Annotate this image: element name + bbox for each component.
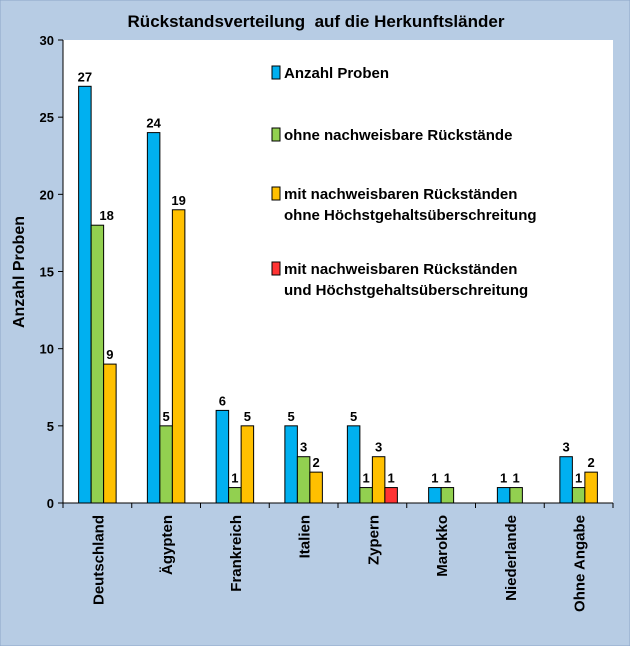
x-tick-labels: Deutschland Ägypten Frankreich Italien Zyper… bbox=[90, 515, 588, 612]
legend-label: ohne Höchstgehaltsüberschreitung bbox=[284, 207, 537, 224]
y-axis-label: Anzahl Proben bbox=[11, 216, 28, 328]
legend-swatch bbox=[271, 127, 281, 142]
x-tick-label: Italien bbox=[297, 515, 314, 558]
data-label: 1 bbox=[388, 471, 395, 486]
data-label: 6 bbox=[219, 393, 226, 408]
legend-item: ohne nachweisbare Rückstände bbox=[271, 127, 512, 144]
data-label: 9 bbox=[106, 347, 113, 362]
bar bbox=[284, 425, 298, 504]
bar bbox=[509, 487, 523, 504]
data-label: 5 bbox=[350, 409, 357, 424]
data-label: 5 bbox=[288, 409, 295, 424]
data-label: 5 bbox=[244, 409, 251, 424]
data-label: 3 bbox=[375, 440, 382, 455]
bar bbox=[159, 425, 173, 504]
bar bbox=[90, 224, 105, 504]
data-label: 19 bbox=[171, 193, 185, 208]
data-label: 18 bbox=[99, 208, 113, 223]
bar bbox=[440, 487, 455, 504]
legend-swatch bbox=[271, 65, 281, 80]
bar bbox=[103, 363, 117, 504]
bar bbox=[228, 487, 242, 504]
y-tick-label: 10 bbox=[40, 342, 54, 357]
chart-title: Rückstandsverteilung auf die Herkunftslä… bbox=[128, 12, 505, 31]
bar bbox=[584, 471, 598, 504]
data-label: 1 bbox=[513, 471, 520, 486]
bar bbox=[296, 456, 311, 504]
y-tick-label: 0 bbox=[47, 496, 54, 511]
legend-swatch bbox=[271, 261, 281, 276]
y-tick-label: 15 bbox=[40, 265, 54, 280]
data-label: 2 bbox=[588, 455, 595, 470]
legend-item: Anzahl Proben bbox=[271, 65, 389, 82]
data-label: 1 bbox=[363, 471, 370, 486]
legend-item: mit nachweisbaren Rückständen ohne Höchst… bbox=[271, 186, 537, 224]
x-tick-label: Ohne Angabe bbox=[572, 515, 589, 612]
y-tick-label: 5 bbox=[47, 419, 54, 434]
bar bbox=[559, 456, 573, 504]
legend: Anzahl Proben ohne nachweisbare Rückständ… bbox=[271, 65, 537, 299]
data-label: 1 bbox=[500, 471, 507, 486]
data-label: 5 bbox=[163, 409, 170, 424]
x-tick-label: Deutschland bbox=[90, 515, 107, 605]
legend-label: Anzahl Proben bbox=[284, 65, 389, 82]
data-label: 1 bbox=[575, 471, 582, 486]
legend-label: mit nachweisbaren Rückständen bbox=[284, 261, 517, 278]
bar bbox=[309, 471, 323, 504]
y-tick-label: 30 bbox=[40, 33, 54, 48]
bar bbox=[571, 487, 586, 504]
data-label: 1 bbox=[231, 471, 238, 486]
bar bbox=[240, 425, 255, 504]
bar bbox=[215, 409, 230, 504]
x-tick-label: Niederlande bbox=[503, 515, 520, 601]
bar bbox=[428, 487, 442, 504]
legend-label: ohne nachweisbare Rückstände bbox=[284, 127, 512, 144]
legend-swatch bbox=[271, 186, 281, 201]
x-tick-label: Ägypten bbox=[159, 515, 176, 575]
data-label: 24 bbox=[146, 116, 161, 131]
legend-label: und Höchstgehaltsüberschreitung bbox=[284, 282, 528, 299]
bars bbox=[78, 85, 598, 504]
x-tick-label: Marokko bbox=[434, 515, 451, 577]
data-label: 1 bbox=[431, 471, 438, 486]
data-label: 3 bbox=[300, 440, 307, 455]
legend-item: mit nachweisbaren Rückständen und Höchstg… bbox=[271, 261, 528, 299]
bar bbox=[346, 425, 361, 504]
data-label: 2 bbox=[313, 455, 320, 470]
data-label: 1 bbox=[444, 471, 451, 486]
data-label: 27 bbox=[78, 69, 92, 84]
y-tick-label: 20 bbox=[40, 187, 54, 202]
legend-label: mit nachweisbaren Rückständen bbox=[284, 186, 517, 203]
x-tick-label: Frankreich bbox=[228, 515, 245, 592]
bar bbox=[78, 85, 92, 504]
bar bbox=[171, 209, 186, 504]
bar bbox=[371, 456, 386, 504]
data-label: 3 bbox=[563, 440, 570, 455]
bar bbox=[496, 487, 511, 504]
bar bbox=[384, 487, 398, 504]
bar bbox=[359, 487, 373, 504]
x-tick-label: Zypern bbox=[365, 515, 382, 565]
y-tick-label: 25 bbox=[40, 110, 54, 125]
bar bbox=[146, 132, 161, 504]
